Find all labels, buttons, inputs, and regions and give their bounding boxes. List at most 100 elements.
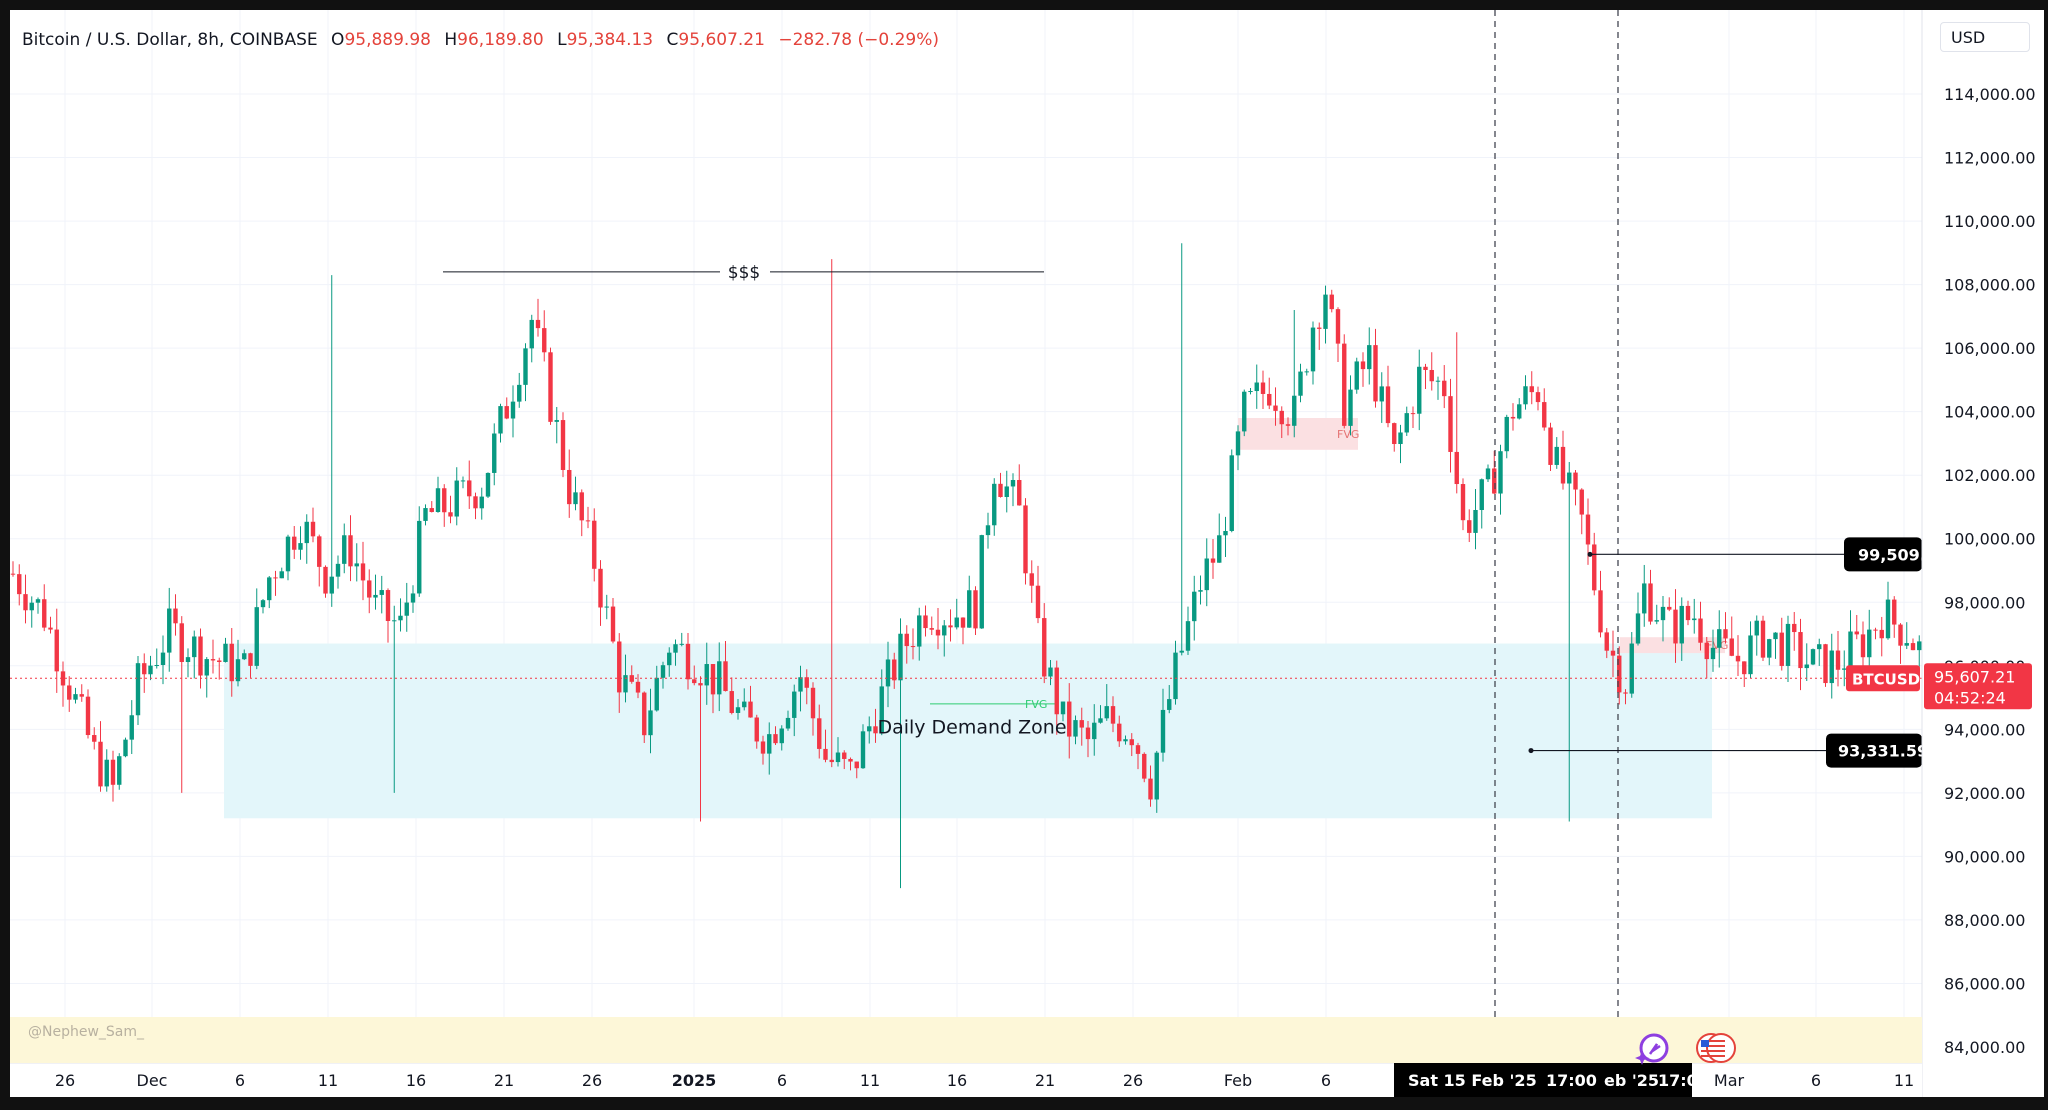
candle-body (1004, 486, 1009, 497)
candle-body (235, 659, 241, 682)
candle-body (1717, 629, 1722, 648)
candle-down (585, 506, 591, 529)
candle-body (192, 636, 197, 658)
candle-body (1210, 558, 1216, 563)
candle-up (1179, 243, 1184, 656)
candle-up (460, 476, 466, 489)
indicator-icons[interactable] (1630, 1026, 1750, 1066)
candle-body (273, 577, 278, 579)
candle-body (1167, 699, 1172, 710)
flag-icon[interactable] (1696, 1033, 1736, 1063)
candle-body (735, 707, 741, 713)
candle-body (1610, 650, 1616, 656)
candle-up (1523, 375, 1528, 410)
candle-body (1710, 647, 1716, 660)
candle-down (1285, 417, 1291, 436)
candle-body (1317, 327, 1322, 329)
candle-body (1335, 309, 1341, 344)
candle-body (1010, 480, 1016, 487)
candle-up (160, 635, 166, 685)
candle-down (635, 674, 641, 699)
candle-up (392, 605, 397, 793)
candle-body (660, 665, 666, 678)
candle-down (1535, 386, 1541, 411)
candle-body (1635, 613, 1641, 644)
time-tick-label: 26 (55, 1071, 75, 1090)
candle-down (1510, 403, 1516, 431)
candle-body (1529, 386, 1534, 393)
candle-body (267, 577, 272, 601)
price-tick-label: 98,000.00 (1944, 593, 2025, 612)
candle-down (310, 507, 316, 543)
close-label: C (666, 30, 679, 50)
candle-up (154, 648, 159, 669)
candle-up (1398, 424, 1403, 464)
demand-zone-label: Daily Demand Zone (877, 717, 1066, 739)
candle-body (529, 319, 534, 349)
candle-up (517, 372, 522, 408)
candle-body (367, 580, 372, 598)
candle-up (485, 472, 491, 498)
candle-body (1342, 343, 1347, 426)
price-tick-label: 110,000.00 (1944, 212, 2036, 231)
candle-up (1098, 705, 1103, 724)
candle-up (1073, 715, 1078, 745)
candle-body (1098, 718, 1103, 723)
candle-body (448, 512, 453, 517)
high-label: H (444, 30, 458, 50)
candle-up (1298, 363, 1303, 403)
candle-up (1048, 659, 1053, 686)
candle-body (1829, 650, 1834, 684)
candle-body (1548, 427, 1553, 465)
high-value: 96,189.80 (457, 30, 544, 50)
candle-body (1160, 709, 1166, 753)
candle-body (242, 653, 247, 660)
candle-up (1635, 592, 1641, 646)
candle-body (898, 633, 903, 681)
level-high-anchor (1587, 551, 1593, 557)
candle-down (23, 574, 28, 624)
candle-body (160, 652, 166, 666)
candle-body (717, 661, 722, 695)
candle-up (1692, 598, 1697, 634)
candle-down (935, 607, 941, 650)
candle-down (842, 750, 847, 770)
chart-pane[interactable]: FVGFVGFVG$$$Daily Demand Zone99,509.93,3… (10, 10, 2044, 1097)
sparkle-icon[interactable] (1635, 1033, 1669, 1065)
candle-up (1167, 685, 1172, 714)
candle-down (1873, 627, 1878, 640)
candle-down (360, 541, 366, 601)
candle-up (1767, 638, 1772, 666)
candle-body (829, 759, 834, 763)
candle-up (979, 534, 984, 629)
candle-body (129, 715, 134, 740)
candle-body (148, 665, 153, 675)
candle-body (1810, 649, 1816, 665)
candlestick-chart[interactable]: FVGFVGFVG$$$Daily Demand Zone99,509.93,3… (10, 10, 2044, 1097)
time-tick-label: 26 (1123, 1071, 1143, 1090)
candle-up (223, 637, 228, 663)
time-tick-label: 16 (947, 1071, 967, 1090)
candle-down (504, 397, 509, 420)
currency-selector[interactable]: USD (1940, 22, 2030, 52)
candle-body (523, 348, 528, 385)
candle-body (1904, 643, 1909, 646)
candle-up (104, 749, 109, 792)
candle-body (1042, 618, 1047, 677)
candle-down (923, 605, 928, 637)
candle-body (73, 694, 78, 700)
level-low-text: 93,331.59 (1838, 742, 1928, 761)
candle-up (260, 599, 266, 614)
candle-body (1367, 345, 1372, 370)
time-tick-label: 6 (777, 1071, 787, 1090)
candle-body (1885, 599, 1891, 639)
ticker-badge-text: BTCUSD (1852, 670, 1920, 688)
candle-down (1892, 596, 1897, 638)
candle-down (210, 639, 216, 674)
candle-up (423, 504, 428, 526)
candle-body (1348, 389, 1353, 426)
candle-up (1004, 470, 1009, 513)
candle-down (685, 633, 691, 690)
candle-body (417, 520, 422, 594)
candle-down (142, 653, 147, 693)
